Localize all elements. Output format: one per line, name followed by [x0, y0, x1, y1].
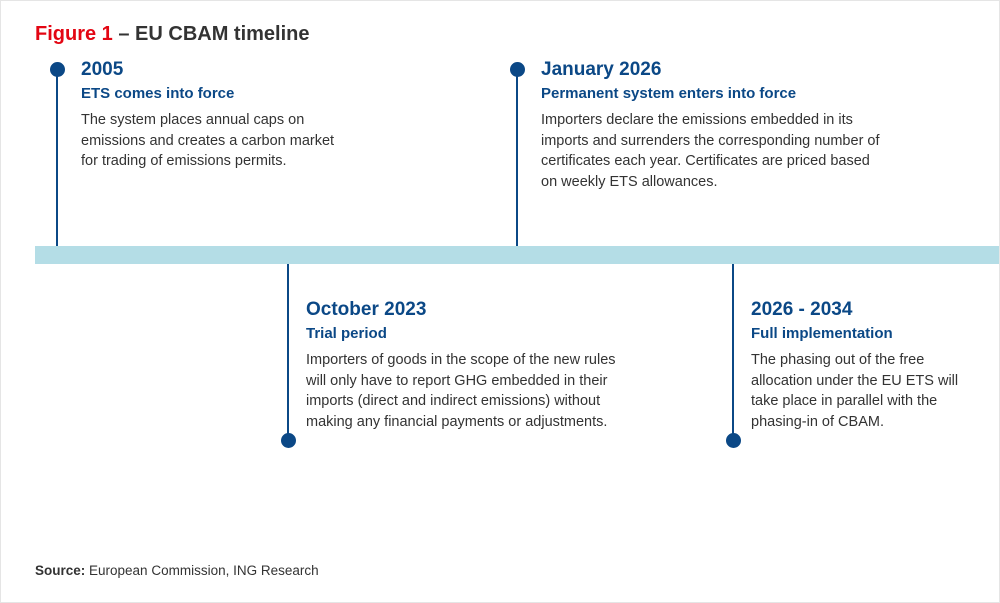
- timeline-subtitle: ETS comes into force: [81, 85, 341, 102]
- timeline-subtitle: Full implementation: [751, 325, 981, 342]
- timeline-item-oct-2023: October 2023 Trial period Importers of g…: [306, 299, 626, 432]
- figure-name: EU CBAM timeline: [135, 23, 309, 45]
- timeline-connector: [287, 264, 289, 439]
- timeline-connector: [732, 264, 734, 439]
- figure-container: Figure 1 – EU CBAM timeline 2005 ETS com…: [0, 0, 1000, 603]
- timeline-body: The phasing out of the free allocation u…: [751, 350, 981, 432]
- timeline-dot: [281, 433, 296, 448]
- source-label: Source:: [35, 563, 85, 578]
- timeline-date: 2005: [81, 59, 341, 81]
- timeline-connector: [56, 76, 58, 246]
- timeline: [1, 246, 999, 264]
- timeline-date: October 2023: [306, 299, 626, 321]
- timeline-date: January 2026: [541, 59, 881, 81]
- timeline-subtitle: Trial period: [306, 325, 626, 342]
- timeline-item-2005: 2005 ETS comes into force The system pla…: [81, 59, 341, 172]
- timeline-body: The system places annual caps on emissio…: [81, 110, 341, 172]
- figure-title: Figure 1 – EU CBAM timeline: [35, 23, 999, 46]
- timeline-item-2026-2034: 2026 - 2034 Full implementation The phas…: [751, 299, 981, 432]
- timeline-item-jan-2026: January 2026 Permanent system enters int…: [541, 59, 881, 192]
- timeline-subtitle: Permanent system enters into force: [541, 85, 881, 102]
- timeline-body: Importers declare the emissions embedded…: [541, 110, 881, 192]
- timeline-dot: [510, 62, 525, 77]
- timeline-body: Importers of goods in the scope of the n…: [306, 350, 626, 432]
- figure-dash: –: [113, 23, 135, 45]
- timeline-dot: [726, 433, 741, 448]
- timeline-bar: [35, 246, 999, 264]
- figure-prefix: Figure 1: [35, 23, 113, 45]
- source-text: European Commission, ING Research: [85, 563, 318, 578]
- timeline-connector: [516, 76, 518, 246]
- timeline-date: 2026 - 2034: [751, 299, 981, 321]
- timeline-dot: [50, 62, 65, 77]
- source-line: Source: European Commission, ING Researc…: [35, 563, 319, 578]
